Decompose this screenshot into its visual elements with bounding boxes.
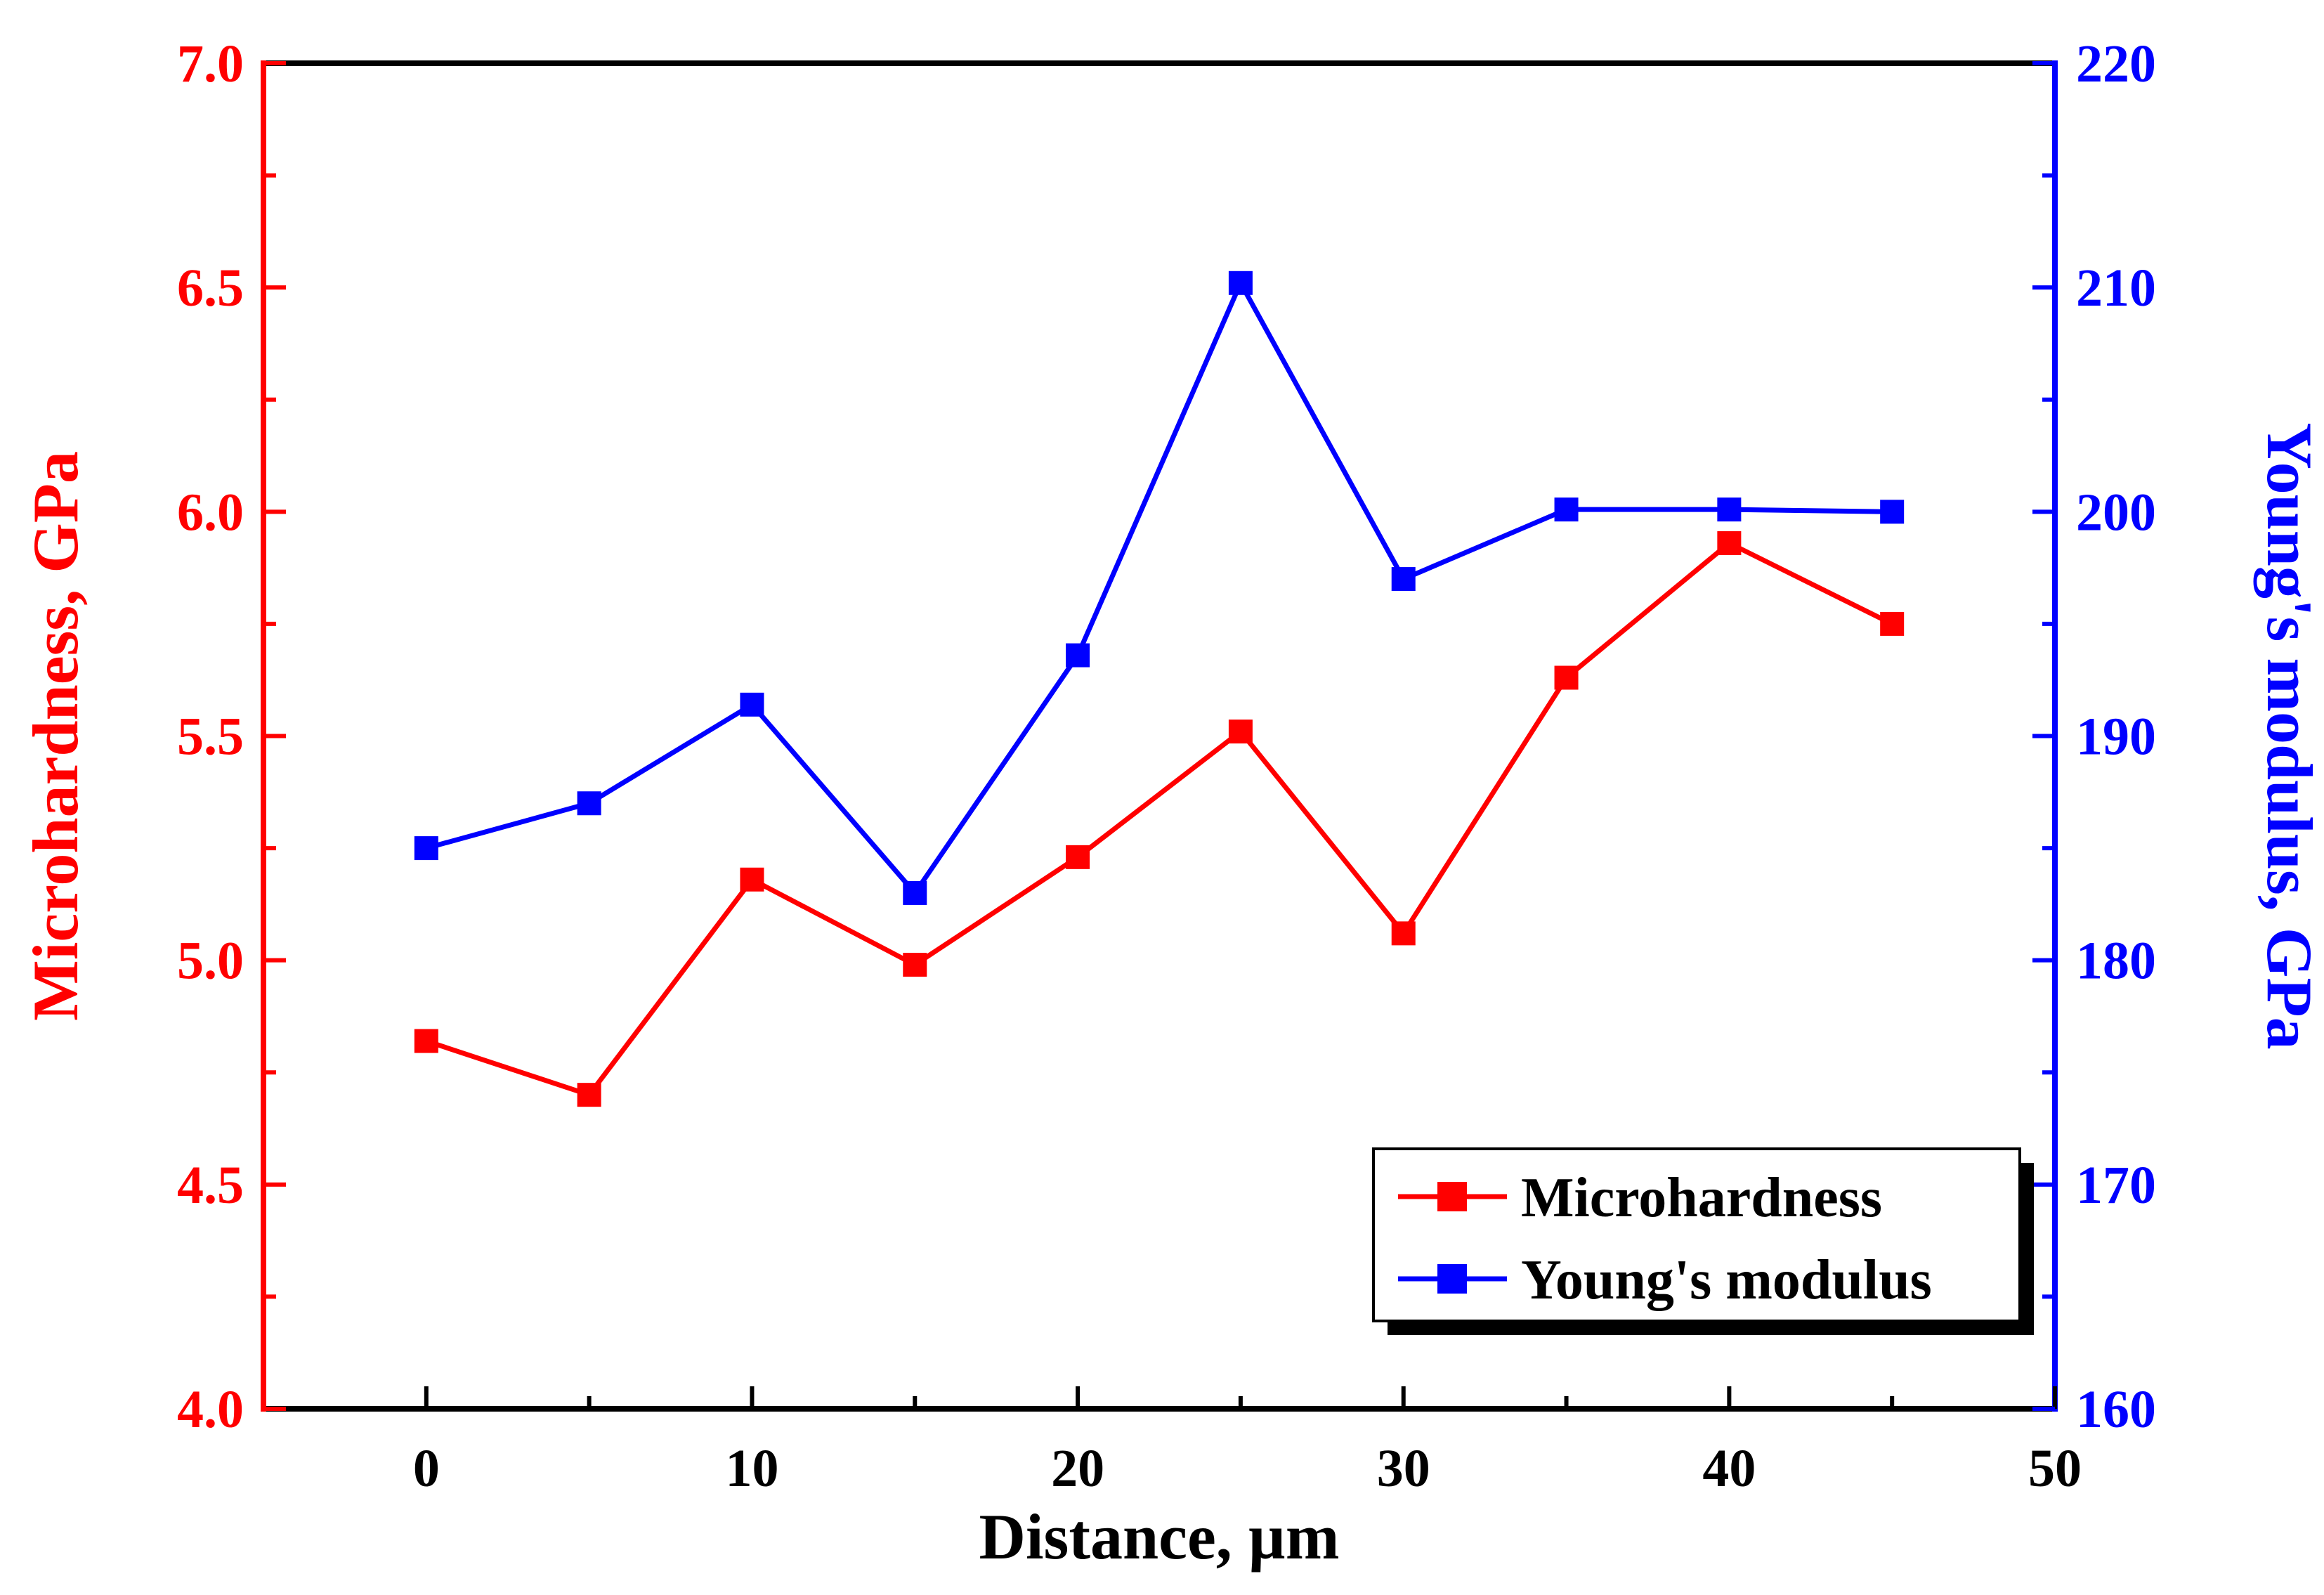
y-left-tick-label: 6.5	[177, 259, 244, 318]
x-tick-label: 20	[1051, 1439, 1104, 1498]
data-point-young-s-modulus	[577, 791, 601, 816]
legend-microhardness-label: Microhardness	[1521, 1167, 1882, 1229]
data-point-microhardness	[1066, 845, 1090, 869]
y-right-tick-label: 160	[2076, 1380, 2156, 1439]
y-right-tick-label: 220	[2076, 34, 2156, 93]
legend-microhardness-marker	[1437, 1182, 1467, 1211]
x-tick-label: 50	[2028, 1439, 2082, 1498]
data-point-microhardness	[577, 1083, 601, 1107]
legend-youngs-modulus-marker	[1437, 1264, 1467, 1294]
legend-box	[1372, 1147, 2021, 1322]
x-tick-label: 40	[1702, 1439, 1756, 1498]
y-left-tick-label: 7.0	[177, 34, 244, 93]
series-line-young-s-modulus	[425, 277, 1893, 897]
data-point-microhardness	[740, 867, 764, 892]
data-point-microhardness	[1391, 921, 1416, 946]
y-right-tick-label: 190	[2076, 708, 2156, 767]
y-left-tick-label: 5.5	[177, 708, 244, 767]
y-axis-left-title: Microhardness, GPa	[20, 451, 91, 1021]
y-right-tick-label: 200	[2076, 483, 2156, 542]
data-point-microhardness	[1880, 611, 1905, 636]
y-right-tick-label: 210	[2076, 259, 2156, 318]
y-left-tick-label: 4.0	[177, 1380, 244, 1439]
data-point-young-s-modulus	[414, 836, 438, 861]
data-point-young-s-modulus	[1880, 500, 1905, 524]
data-point-microhardness	[1228, 720, 1253, 744]
x-axis-title: Distance, µm	[979, 1501, 1340, 1573]
x-tick-label: 0	[413, 1439, 440, 1498]
y-left-tick-label: 5.0	[177, 932, 244, 991]
y-right-tick-label: 180	[2076, 932, 2156, 991]
y-left-tick-label: 6.0	[177, 483, 244, 542]
data-point-microhardness	[1717, 531, 1742, 556]
y-left-tick-label: 4.5	[177, 1156, 244, 1215]
data-point-microhardness	[1554, 665, 1579, 690]
data-point-young-s-modulus	[740, 692, 764, 717]
x-tick-label: 10	[725, 1439, 778, 1498]
data-point-young-s-modulus	[1228, 271, 1253, 295]
data-point-young-s-modulus	[1391, 567, 1416, 592]
data-point-young-s-modulus	[1554, 497, 1579, 522]
data-point-young-s-modulus	[903, 880, 927, 905]
data-point-microhardness	[414, 1029, 438, 1053]
x-tick-label: 30	[1377, 1439, 1430, 1498]
legend: Microhardness Young's modulus	[1372, 1147, 2034, 1335]
y-right-tick-label: 170	[2076, 1156, 2156, 1215]
series-line-microhardness	[425, 540, 1893, 1098]
data-point-young-s-modulus	[1717, 497, 1742, 522]
legend-youngs-modulus-label: Young's modulus	[1521, 1249, 1932, 1311]
data-point-young-s-modulus	[1066, 643, 1090, 668]
data-point-microhardness	[903, 953, 927, 977]
y-axis-right-title: Young's modulus, GPa	[2254, 422, 2324, 1049]
